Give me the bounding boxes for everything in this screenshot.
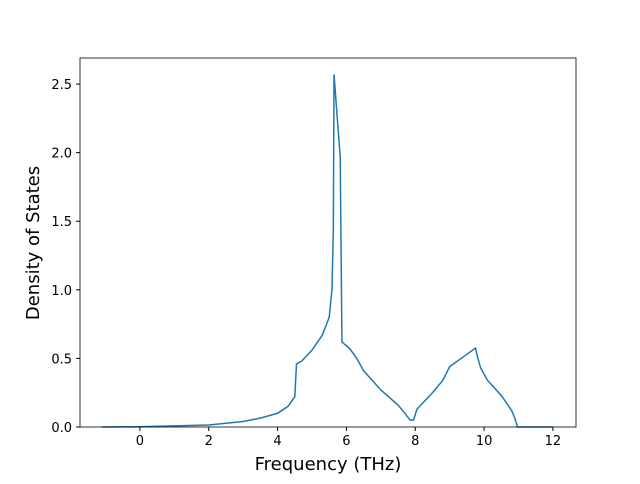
plot-frame — [79, 57, 577, 428]
x-tick-label: 2 — [205, 434, 213, 449]
x-axis-label: Frequency (THz) — [255, 454, 402, 475]
y-tick-label: 1.5 — [51, 215, 72, 230]
y-axis-label: Density of States — [23, 166, 44, 320]
y-tick-label: 1.0 — [51, 284, 72, 299]
y-tick-label: 2.5 — [51, 78, 72, 93]
data-line — [102, 74, 553, 428]
x-tick-label: 8 — [411, 434, 419, 449]
y-tick-label: 0.5 — [51, 352, 72, 367]
x-tick-label: 6 — [342, 434, 350, 449]
x-tick-label: 0 — [136, 434, 144, 449]
y-tick-label: 0.0 — [51, 421, 72, 436]
y-tick-label: 2.0 — [51, 147, 72, 162]
x-tick-label: 12 — [545, 434, 562, 449]
x-tick-label: 10 — [476, 434, 493, 449]
x-tick-label: 4 — [273, 434, 281, 449]
